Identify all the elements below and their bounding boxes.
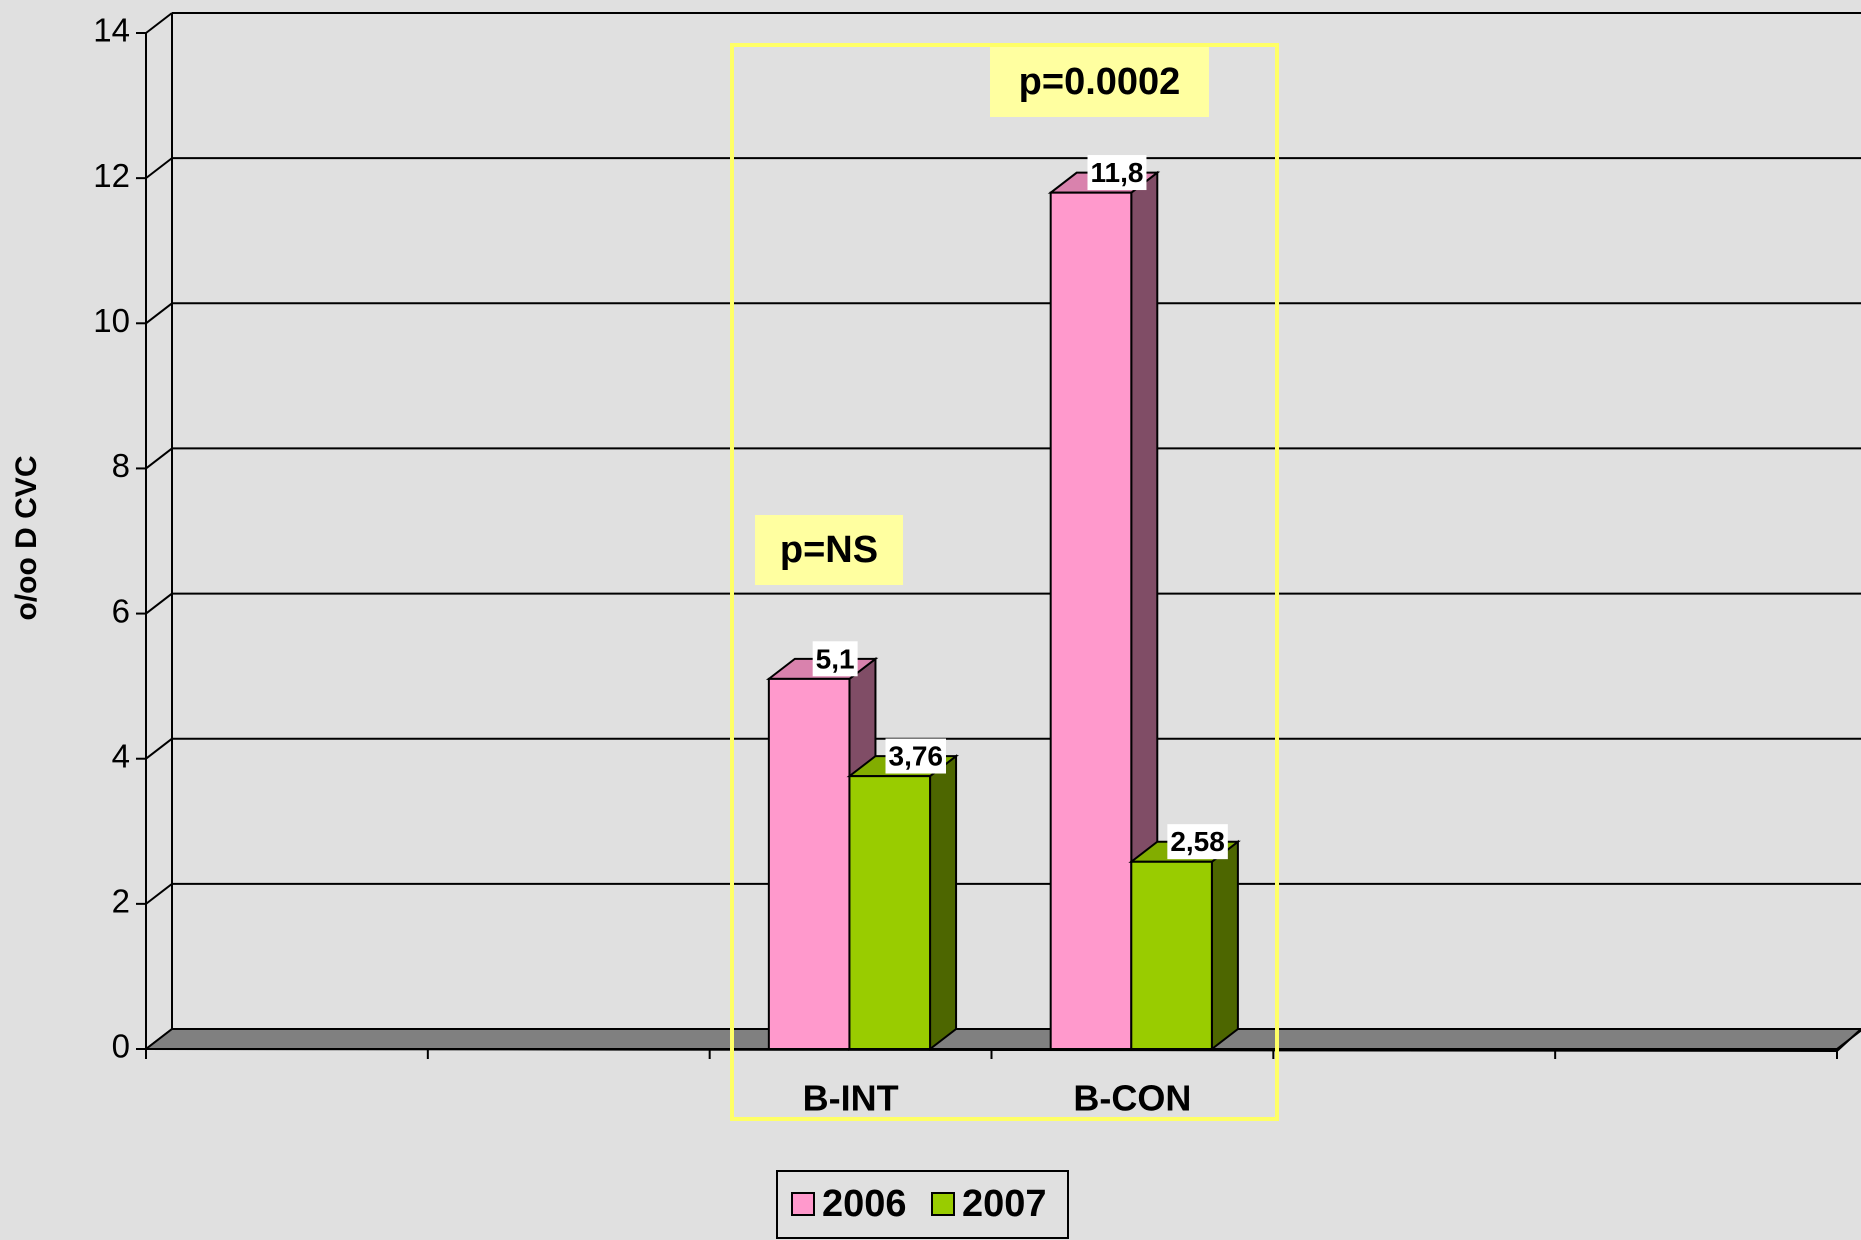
bar-side	[929, 754, 958, 1052]
bar	[1049, 191, 1133, 1050]
x-axis-end	[1836, 1029, 1861, 1050]
bar	[767, 677, 851, 1051]
y-tick-label: 12	[93, 157, 130, 194]
grid-line-side	[145, 737, 173, 760]
value-label-bg	[1087, 155, 1147, 191]
grid-line-side	[145, 157, 173, 179]
y-tick-label: 2	[112, 883, 130, 920]
value-label-bg	[1167, 824, 1228, 860]
value-label: 11,8	[1091, 157, 1144, 188]
y-tick-label: 6	[112, 592, 130, 629]
annotation: p=0.0002	[1019, 61, 1181, 103]
legend-swatch	[931, 1192, 955, 1216]
y-tick-label: 14	[93, 12, 130, 49]
bar-side	[1210, 839, 1239, 1052]
floor-edge	[143, 1028, 1861, 1053]
grid-line-side	[145, 447, 173, 470]
y-tick-label: 10	[93, 302, 130, 339]
value-label-bg	[885, 738, 947, 774]
y-tick-label: 0	[112, 1028, 130, 1065]
x-tick-label: B-CON	[1073, 1078, 1191, 1119]
legend-box	[776, 1170, 1069, 1239]
annotation-bg	[990, 47, 1209, 117]
grid-line-side	[145, 12, 173, 34]
bar	[1130, 860, 1213, 1050]
value-label-bg	[812, 641, 858, 677]
legend: 2006 2007	[776, 1170, 1069, 1239]
grid-line-side	[145, 302, 173, 325]
value-label: 2,58	[1170, 826, 1225, 857]
bar	[848, 775, 932, 1050]
legend-label: 2007	[962, 1183, 1047, 1225]
annotation-bg	[755, 515, 903, 585]
legend-label: 2006	[822, 1183, 907, 1225]
annotation: p=NS	[780, 529, 878, 571]
y-tick-label: 8	[112, 447, 130, 484]
y-axis-label: o/oo D CVC	[10, 456, 43, 621]
x-tick-label: B-INT	[803, 1078, 899, 1119]
legend-swatch	[791, 1192, 815, 1216]
grid-line-side	[145, 592, 173, 615]
y-tick-label: 4	[112, 737, 130, 774]
value-label: 3,76	[889, 741, 944, 772]
value-label: 5,1	[816, 643, 855, 674]
grid-line-side	[145, 883, 173, 905]
highlight-box	[730, 43, 1279, 1121]
